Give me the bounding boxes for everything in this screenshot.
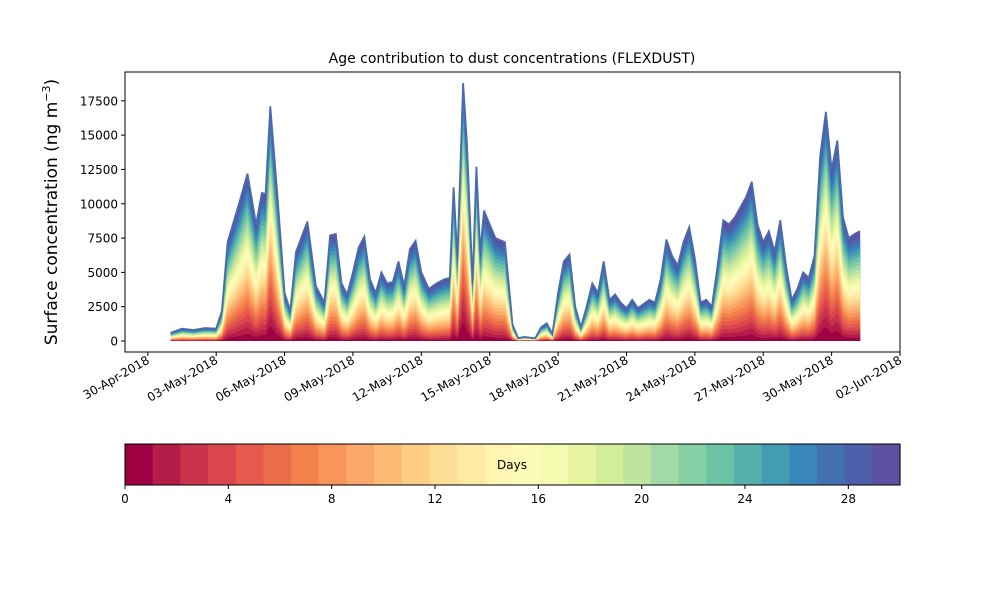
- age-class-area: [170, 276, 861, 341]
- age-class-area: [170, 286, 861, 341]
- age-class-area: [170, 321, 861, 341]
- colorbar-segment: [429, 444, 458, 485]
- x-tick-label: 15-May-2018: [418, 353, 493, 405]
- colorbar-tick-label: 12: [427, 492, 442, 506]
- colorbar-ticks: 0 4 8 12 16 20 24 28: [121, 485, 856, 506]
- x-tick-label: 30-Apr-2018: [81, 353, 152, 402]
- y-axis-label: Surface concentration (ng m−3): [40, 79, 62, 345]
- colorbar-segment: [816, 444, 846, 485]
- colorbar-segment: [235, 444, 264, 485]
- colorbar-tick-label: 4: [225, 492, 233, 506]
- x-tick-label: 02-Jun-2018: [833, 353, 904, 402]
- y-tick-label: 15000: [80, 129, 118, 143]
- colorbar-segment: [263, 444, 292, 485]
- x-axis: 30-Apr-201803-May-201806-May-201809-May-…: [81, 352, 904, 405]
- colorbar-segment: [346, 444, 375, 485]
- colorbar-segment: [401, 444, 431, 485]
- colorbar-segment: [567, 444, 597, 485]
- colorbar-frame: [124, 443, 901, 486]
- x-tick-label: 03-May-2018: [145, 353, 220, 405]
- colorbar-tick-label: 16: [531, 492, 546, 506]
- colorbar-segment: [457, 444, 486, 485]
- colorbar-segment: [595, 444, 624, 485]
- colorbar-tick-label: 8: [328, 492, 336, 506]
- y-axis-label-main: Surface concentration (ng m: [42, 102, 62, 345]
- plot-area: [124, 71, 901, 353]
- y-tick-label: 2500: [87, 300, 118, 314]
- colorbar-segment: [872, 444, 901, 485]
- x-tick-label: 09-May-2018: [282, 353, 357, 405]
- x-tick-label: 30-May-2018: [760, 353, 835, 405]
- colorbar-segment: [540, 444, 569, 485]
- colorbar-segment: [789, 444, 818, 485]
- age-class-area: [170, 266, 861, 341]
- colorbar-segment: [208, 444, 237, 485]
- colorbar-tick-label: 28: [841, 492, 856, 506]
- x-tick-label: 18-May-2018: [487, 353, 562, 405]
- x-tick-label: 24-May-2018: [623, 353, 698, 405]
- y-axis: 0 2500 5000 7500 10000 12500 15000 17500: [80, 94, 125, 349]
- colorbar-segment: [484, 444, 514, 485]
- colorbar-segments: [125, 444, 901, 485]
- y-axis-label-close: ): [42, 79, 62, 86]
- y-tick-label: 7500: [87, 232, 118, 246]
- colorbar-tick-label: 0: [121, 492, 129, 506]
- y-tick-label: 12500: [80, 163, 118, 177]
- colorbar-segment: [623, 444, 652, 485]
- y-tick-label: 17500: [80, 94, 118, 108]
- total-concentration-line: [170, 82, 861, 340]
- colorbar-segment: [512, 444, 541, 485]
- stacked-age-areas: [170, 83, 861, 342]
- colorbar-segment: [844, 444, 873, 485]
- colorbar-segment: [152, 444, 181, 485]
- y-tick-label: 10000: [80, 197, 118, 211]
- y-tick-label: 5000: [87, 266, 118, 280]
- colorbar-segment: [374, 444, 403, 485]
- colorbar-segment: [318, 444, 348, 485]
- x-tick-label: 21-May-2018: [555, 353, 630, 405]
- colorbar-segment: [650, 444, 680, 485]
- colorbar-tick-label: 20: [634, 492, 649, 506]
- x-tick-label: 06-May-2018: [213, 353, 288, 405]
- colorbar-segment: [706, 444, 735, 485]
- x-tick-label: 27-May-2018: [692, 353, 767, 405]
- y-tick-label: 0: [110, 335, 118, 349]
- colorbar-segment: [733, 444, 763, 485]
- colorbar-segment: [180, 444, 209, 485]
- colorbar-segment: [291, 444, 320, 485]
- axes-frame: [124, 71, 901, 353]
- colorbar-segment: [678, 444, 707, 485]
- y-axis-label-superscript: −3: [40, 85, 53, 101]
- colorbar-label: Days: [497, 458, 527, 472]
- colorbar: Days 0 4 8 12 16 20 24 28: [121, 443, 901, 506]
- colorbar-segment: [761, 444, 790, 485]
- chart-title: Age contribution to dust concentrations …: [329, 51, 696, 67]
- x-tick-label: 12-May-2018: [350, 353, 425, 405]
- colorbar-tick-label: 24: [737, 492, 752, 506]
- colorbar-segment: [125, 444, 154, 485]
